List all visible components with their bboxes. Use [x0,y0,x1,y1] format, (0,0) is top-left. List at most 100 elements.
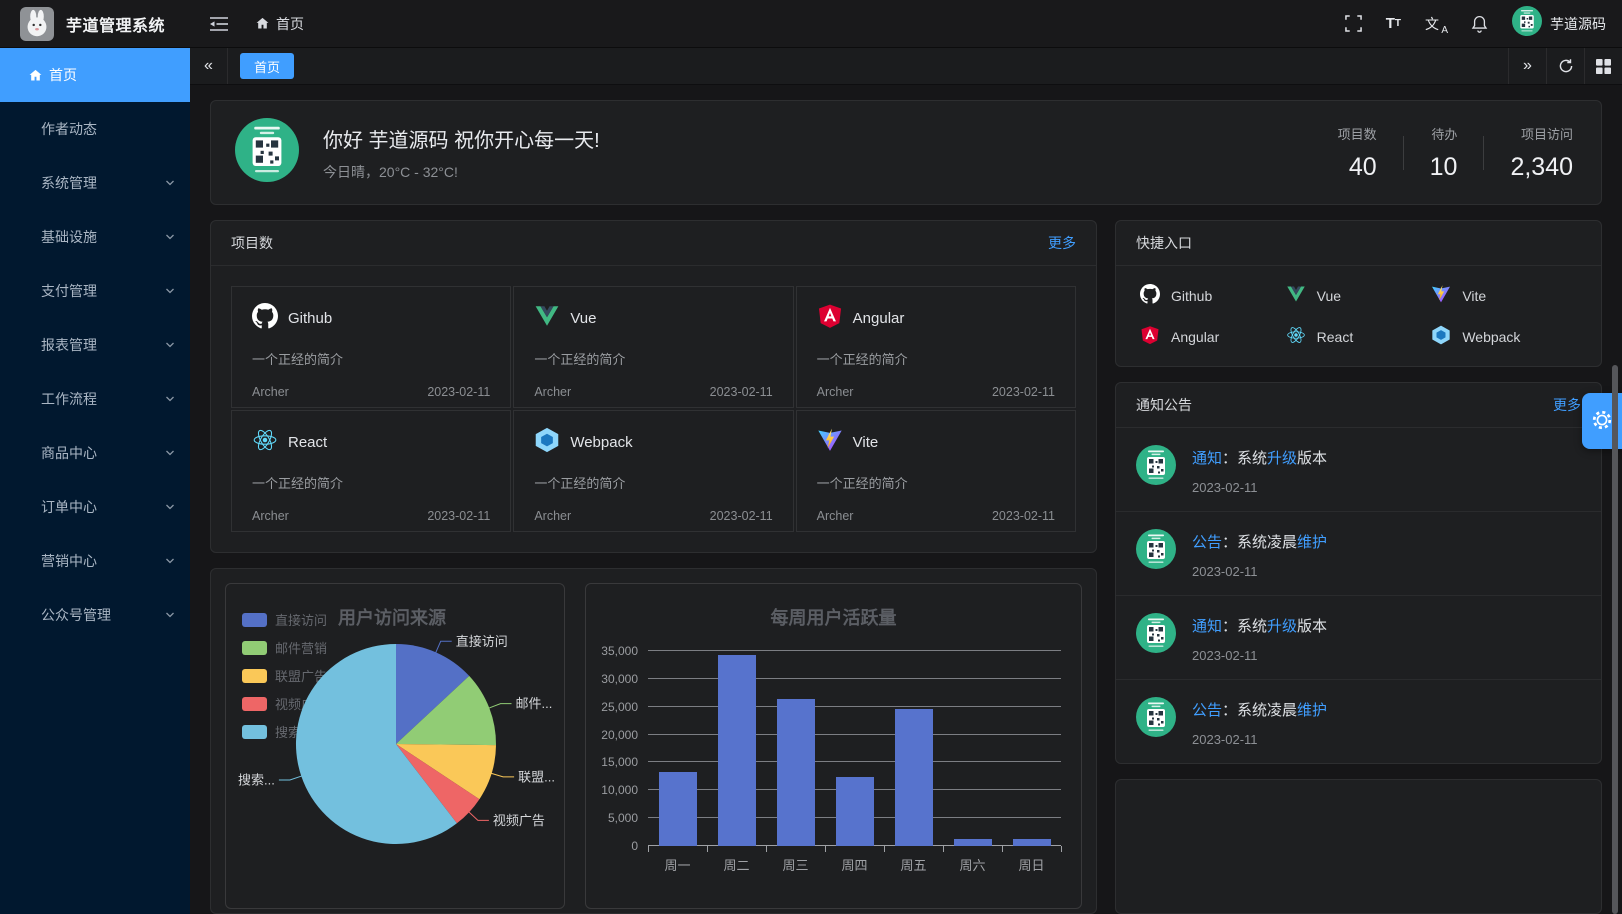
fullscreen-icon[interactable] [1344,15,1362,32]
sidebar-item-label: 公众号管理 [41,607,111,623]
shortcut-Angular[interactable]: Angular [1140,325,1286,348]
notices-card: 通知公告 更多 通知：系统升级版本 2023-02-11 公告：系统凌晨维护 2023… [1115,382,1602,764]
notice-title: 通知：系统升级版本 [1192,618,1328,635]
tabs-scroll-left-icon[interactable]: « [190,48,228,84]
project-card-Vite[interactable]: Vite 一个正经的简介 Archer 2023-02-11 [795,410,1076,532]
x-axis-tick [943,846,944,852]
stat-label: 项目访问 [1520,126,1573,142]
refresh-icon[interactable] [1546,48,1584,84]
project-date: 2023-02-11 [709,509,773,523]
angular-icon [817,303,843,334]
project-desc: 一个正经的简介 [534,352,626,367]
scrollbar-thumb[interactable] [1612,365,1618,914]
shortcut-React[interactable]: React [1286,325,1432,348]
shortcut-Github[interactable]: Github [1140,284,1286,307]
bar-周日[interactable] [1012,839,1051,846]
tab-home[interactable]: 首页 [240,53,295,79]
shortcut-label: Webpack [1462,328,1521,345]
sidebar-item-作者动态[interactable]: 作者动态 [0,102,190,156]
sidebar-item-支付管理[interactable]: 支付管理 [0,264,190,318]
layout-grid-icon[interactable] [1584,48,1622,84]
project-date: 2023-02-11 [427,385,491,399]
chevron-down-icon [164,285,176,297]
bar-周四[interactable] [835,777,874,846]
sidebar-item-基础设施[interactable]: 基础设施 [0,210,190,264]
project-card-Github[interactable]: Github 一个正经的简介 Archer 2023-02-11 [231,286,512,408]
chevron-down-icon [164,177,176,189]
notice-avatar [1136,613,1176,658]
sidebar-item-公众号管理[interactable]: 公众号管理 [0,588,190,642]
github-icon [252,303,278,334]
project-card-Vue[interactable]: Vue 一个正经的简介 Archer 2023-02-11 [513,286,794,408]
shortcut-Webpack[interactable]: Webpack [1431,325,1577,348]
legend-item-直接访问[interactable]: 直接访问 [242,610,327,629]
notice-item[interactable]: 公告：系统凌晨维护 2023-02-11 [1116,679,1601,763]
sidebar-item-label: 基础设施 [41,229,97,245]
bar-周二[interactable] [717,655,756,846]
sidebar-item-订单中心[interactable]: 订单中心 [0,480,190,534]
sidebar-collapse-icon[interactable] [209,16,229,32]
bar-chart: 每周用户活跃量 0 5,000 10,000 15,000 20,000 25,000 30,… [585,583,1082,909]
page-content: 你好 芋道源码 祝你开心每一天! 今日晴，20°C - 32°C! 项目数 40 待… [190,85,1622,914]
shortcut-Vue[interactable]: Vue [1286,284,1432,307]
app-title: 芋道管理系统 [66,17,166,35]
svg-text:视频广告: 视频广告 [493,813,545,828]
chevron-down-icon [164,609,176,621]
chevron-down-icon [164,555,176,567]
grid-line [648,677,1061,679]
notice-date: 2023-02-11 [1192,480,1258,495]
home-icon [28,68,43,83]
bar-周六[interactable] [953,839,992,846]
tab-bar: « 首页 » [190,48,1622,85]
webpack-icon [534,427,560,458]
tabs-scroll-right-icon[interactable]: » [1508,48,1546,84]
projects-card: 项目数 更多 Github 一个正经的简介 Archer 2023-02-11 Vue 一… [210,220,1097,553]
chevron-down-icon [164,447,176,459]
chevron-down-icon [164,393,176,405]
sidebar-item-系统管理[interactable]: 系统管理 [0,156,190,210]
legend-item-联盟广告[interactable]: 联盟广告 [242,666,327,685]
legend-label: 直接访问 [275,613,328,628]
notice-item[interactable]: 通知：系统升级版本 2023-02-11 [1116,428,1601,511]
bar-周一[interactable] [658,772,697,846]
sidebar-item-工作流程[interactable]: 工作流程 [0,372,190,426]
shortcut-Vite[interactable]: Vite [1431,284,1577,307]
bar-周五[interactable] [894,709,933,846]
user-menu[interactable]: 芋道源码 [1512,6,1606,41]
project-name: Webpack [570,434,633,451]
notices-more-link[interactable]: 更多 [1553,397,1581,413]
stat-value: 40 [1348,152,1377,181]
y-axis-tick-label: 15,000 [601,755,638,770]
grid-line [648,733,1061,735]
breadcrumb[interactable]: 首页 [255,14,304,34]
vite-icon [817,427,843,458]
github-icon [1140,284,1160,307]
bell-icon[interactable] [1471,15,1488,33]
sidebar-item-营销中心[interactable]: 营销中心 [0,534,190,588]
project-card-Angular[interactable]: Angular 一个正经的简介 Archer 2023-02-11 [795,286,1076,408]
project-card-React[interactable]: React 一个正经的简介 Archer 2023-02-11 [231,410,512,532]
legend-item-邮件营销[interactable]: 邮件营销 [242,638,327,657]
project-card-Webpack[interactable]: Webpack 一个正经的简介 Archer 2023-02-11 [513,410,794,532]
bar-chart-title: 每周用户活跃量 [770,608,897,628]
sidebar-item-首页[interactable]: 首页 [0,48,190,102]
notice-item[interactable]: 公告：系统凌晨维护 2023-02-11 [1116,511,1601,595]
projects-title: 项目数 [231,235,273,251]
y-axis-tick-label: 20,000 [601,727,638,742]
projects-more-link[interactable]: 更多 [1048,235,1076,251]
project-desc: 一个正经的简介 [816,352,908,367]
webpack-icon [1431,325,1451,348]
sidebar-item-label: 报表管理 [41,337,97,353]
grid-line [648,705,1061,707]
bar-周三[interactable] [776,699,815,846]
project-desc: 一个正经的简介 [816,476,908,491]
notice-item[interactable]: 通知：系统升级版本 2023-02-11 [1116,595,1601,679]
sidebar-item-报表管理[interactable]: 报表管理 [0,318,190,372]
welcome-stats: 项目数 40 待办 10 项目访问 2,340 [1312,124,1577,182]
sidebar-item-商品中心[interactable]: 商品中心 [0,426,190,480]
project-author: Archer [534,385,572,399]
y-axis-tick-label: 35,000 [601,644,638,658]
y-axis-tick-label: 5,000 [607,811,638,826]
